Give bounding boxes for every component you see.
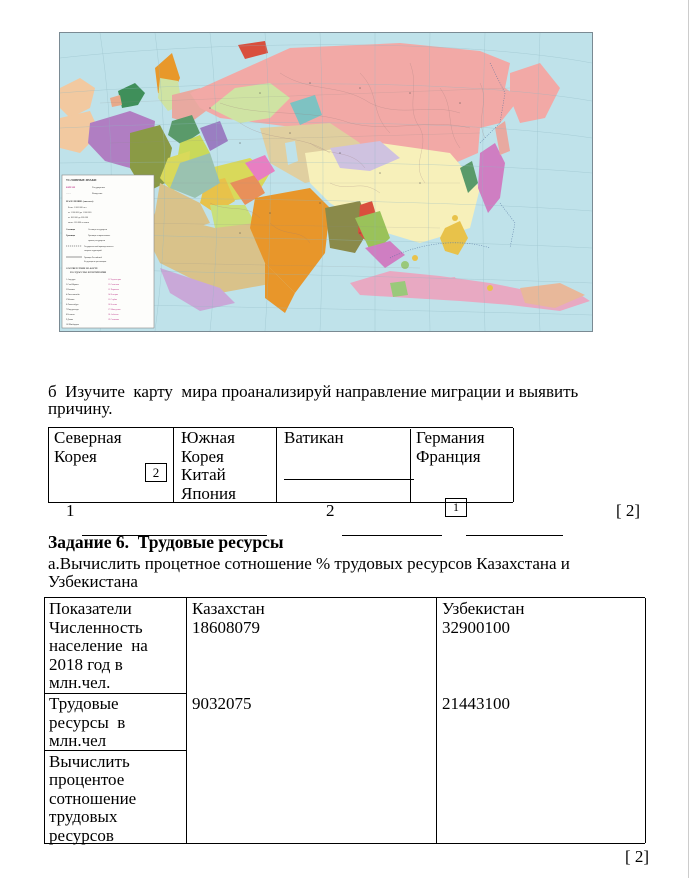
svg-text:УСЛОВНЫЕ ЗНАКИ: УСЛОВНЫЕ ЗНАКИ (66, 178, 97, 182)
svg-text:Федерации и организации: Федерации и организации (84, 260, 107, 263)
svg-text:16 Босния: 16 Босния (108, 304, 117, 306)
svg-text:9 Дания: 9 Дания (66, 319, 73, 321)
svg-text:Столицы государств: Столицы государств (88, 229, 107, 231)
svg-text:2 Сан-Марино: 2 Сан-Марино (66, 284, 79, 286)
svg-text:Границы непризнанных: Границы непризнанных (88, 235, 111, 237)
svg-text:менее 100 000 человек: менее 100 000 человек (68, 222, 90, 224)
svg-text:14 Венгрия: 14 Венгрия (108, 294, 118, 296)
svg-text:Государственной принадлежности: Государственной принадлежности (84, 245, 114, 248)
svg-text:19 Словакия: 19 Словакия (108, 319, 119, 321)
svg-text:Государства: Государства (92, 186, 106, 189)
svg-text:СООТВЕТСТВИЕ НА КАРТЕ: СООТВЕТСТВИЕ НА КАРТЕ (66, 267, 98, 270)
svg-text:границ государств: границ государств (88, 240, 105, 242)
svg-text:17 Македония: 17 Македония (108, 309, 121, 311)
svg-text:Границы: Границы (66, 235, 75, 237)
svg-text:Столицы: Столицы (66, 229, 75, 231)
svg-text:15 Сербия: 15 Сербия (108, 298, 117, 301)
svg-text:Владения: Владения (92, 192, 103, 195)
svg-text:Границы Российской: Границы Российской (84, 256, 103, 259)
svg-text:6 Люксембург: 6 Люксембург (66, 303, 79, 306)
svg-text:спорных территорий: спорных территорий (84, 249, 103, 252)
svg-text:ГОСУДАРСТВА И ТЕРРИТОРИИ: ГОСУДАРСТВА И ТЕРРИТОРИИ (70, 271, 106, 274)
svg-text:НАСЕЛЕНИЕ (тыс.чел): НАСЕЛЕНИЕ (тыс.чел) (66, 200, 93, 203)
svg-text:3 Ватикан: 3 Ватикан (66, 289, 76, 291)
svg-text:12 Словения: 12 Словения (108, 284, 119, 286)
svg-text:13 Хорватия: 13 Хорватия (108, 289, 119, 291)
svg-text:8 Бельгия: 8 Бельгия (66, 314, 75, 316)
svg-text:КИТАЙ: КИТАЙ (66, 186, 75, 189)
svg-text:10 Швейцария: 10 Швейцария (66, 323, 79, 326)
svg-text:Более 1 000 000 чел: Более 1 000 000 чел (68, 207, 87, 209)
svg-text:11 Черногория: 11 Черногория (108, 279, 121, 281)
svg-text:5 Монако: 5 Монако (66, 299, 74, 301)
svg-text:от 1 000 000 до 1 000 000: от 1 000 000 до 1 000 000 (68, 212, 92, 214)
svg-text:7 Нидерланды: 7 Нидерланды (66, 309, 79, 311)
svg-text:------: ------ (66, 192, 71, 195)
svg-text:от 100 000 до 500 000: от 100 000 до 500 000 (68, 217, 89, 219)
svg-text:4 Лихтенштейн: 4 Лихтенштейн (66, 293, 81, 296)
svg-text:1 Андорра: 1 Андорра (66, 278, 75, 281)
svg-text:18 Албания: 18 Албания (108, 313, 118, 316)
